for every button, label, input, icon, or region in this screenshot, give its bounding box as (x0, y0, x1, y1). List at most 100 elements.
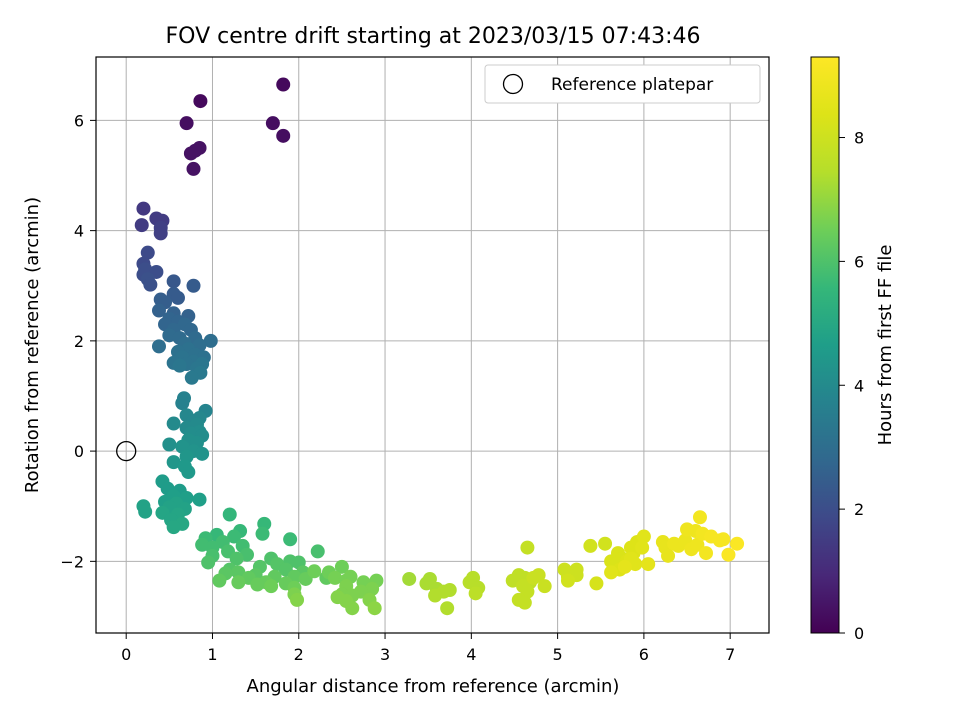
data-point (276, 128, 291, 143)
data-point (468, 586, 483, 601)
data-point (276, 77, 291, 92)
data-point (151, 339, 166, 354)
colorbar: 0 2 4 6 8 Hours from first FF file (810, 56, 896, 643)
data-point (617, 559, 632, 574)
plot-frame (95, 56, 770, 634)
data-point (166, 274, 181, 289)
data-point (179, 490, 194, 505)
x-tick-label: 6 (639, 645, 649, 664)
data-point (402, 571, 417, 586)
data-point (328, 570, 343, 585)
data-point (716, 532, 731, 547)
colorbar-tick-label: 6 (854, 252, 864, 271)
colorbar-gradient (810, 56, 840, 634)
data-point (589, 576, 604, 591)
data-point (195, 446, 210, 461)
data-point (222, 507, 237, 522)
x-tick-label: 3 (380, 645, 390, 664)
data-point (229, 551, 244, 566)
y-axis-label: Rotation from reference (arcmin) (22, 197, 43, 493)
data-point (201, 555, 216, 570)
y-tick-label: 2 (74, 332, 84, 351)
x-tick-label: 2 (294, 645, 304, 664)
reference-platepar-point (116, 440, 137, 462)
y-tick-label: 0 (74, 442, 84, 461)
data-point (721, 547, 736, 562)
data-point (419, 576, 434, 591)
data-point (290, 592, 305, 607)
colorbar-ticks: 0 2 4 6 8 (839, 129, 864, 643)
data-point (166, 416, 181, 431)
colorbar-tick-label: 0 (854, 624, 864, 643)
legend-box (484, 64, 761, 104)
data-point (183, 146, 198, 161)
data-point (517, 595, 532, 610)
y-axis-ticks: −2 0 2 4 6 (60, 111, 96, 571)
data-point (636, 529, 651, 544)
data-point (186, 161, 201, 176)
data-point (265, 116, 280, 131)
y-tick-label: 4 (74, 222, 84, 241)
data-point (367, 601, 382, 616)
data-point (690, 537, 705, 552)
data-point (151, 303, 166, 318)
data-point (184, 370, 199, 385)
data-point (192, 492, 207, 507)
data-point (505, 573, 520, 588)
colorbar-tick-label: 8 (854, 129, 864, 148)
data-point (537, 579, 552, 594)
data-point (179, 116, 194, 131)
data-point (560, 573, 575, 588)
data-point (520, 540, 535, 555)
data-point (193, 94, 208, 109)
colorbar-tick-label: 4 (854, 376, 864, 395)
legend: Reference platepar (484, 64, 761, 104)
data-point (162, 437, 177, 452)
data-point (231, 565, 246, 580)
x-tick-label: 7 (725, 645, 735, 664)
data-point (520, 584, 535, 599)
x-tick-label: 1 (207, 645, 217, 664)
data-point (345, 601, 360, 616)
data-point (641, 557, 656, 572)
data-point (166, 520, 181, 535)
data-point (428, 588, 443, 603)
data-point (203, 333, 218, 348)
data-point (143, 277, 158, 292)
colorbar-label: Hours from first FF file (875, 245, 896, 446)
data-point (283, 532, 298, 547)
data-point (136, 201, 151, 216)
data-point (227, 529, 242, 544)
x-axis-label: Angular distance from reference (arcmin) (247, 676, 620, 697)
data-point (231, 575, 246, 590)
data-point (134, 218, 149, 233)
reference-marker (116, 440, 137, 462)
x-tick-label: 4 (466, 645, 476, 664)
x-axis-ticks: 0 1 2 3 4 5 6 7 (121, 633, 735, 664)
legend-label-reference: Reference platepar (551, 75, 713, 95)
data-point (212, 573, 227, 588)
data-point (699, 546, 714, 561)
data-point (440, 601, 455, 616)
data-point (140, 245, 155, 260)
chart-title: FOV centre drift starting at 2023/03/15 … (166, 24, 701, 49)
x-tick-label: 5 (553, 645, 563, 664)
data-point (598, 536, 613, 551)
data-point (186, 278, 201, 293)
data-point (635, 540, 650, 555)
y-tick-label: −2 (60, 552, 84, 571)
data-point (526, 570, 541, 585)
data-point (153, 226, 168, 241)
data-point (692, 510, 707, 525)
data-point (172, 358, 187, 373)
data-point (310, 544, 325, 559)
legend-marker-reference (502, 73, 524, 95)
data-point (170, 290, 185, 305)
data-point (604, 565, 619, 580)
data-point (138, 504, 153, 519)
data-point (661, 548, 676, 563)
data-point (255, 526, 270, 541)
data-points (134, 77, 745, 616)
data-point (166, 455, 181, 470)
